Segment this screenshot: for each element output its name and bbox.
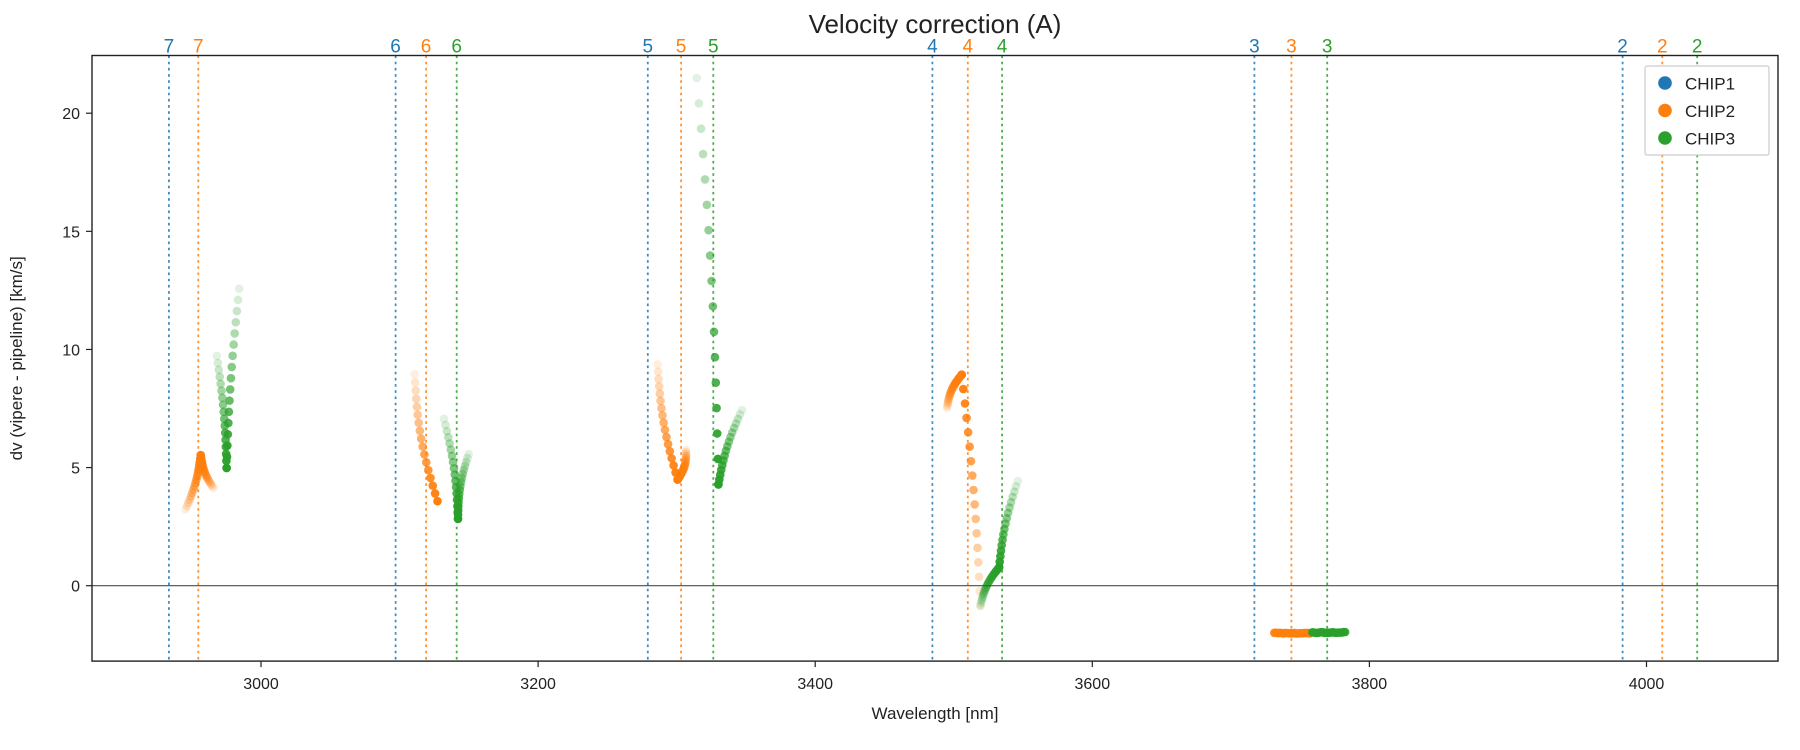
svg-text:6: 6 [390, 36, 401, 57]
svg-text:2: 2 [1657, 36, 1668, 57]
svg-text:3: 3 [1249, 36, 1260, 57]
svg-text:5: 5 [676, 36, 687, 57]
svg-text:dv (vipere - pipeline) [km/s]: dv (vipere - pipeline) [km/s] [7, 256, 26, 460]
svg-text:7: 7 [193, 36, 204, 57]
svg-text:4000: 4000 [1629, 676, 1665, 693]
svg-text:CHIP2: CHIP2 [1685, 102, 1735, 121]
svg-text:10: 10 [62, 342, 80, 359]
svg-text:0: 0 [71, 579, 80, 596]
svg-text:Velocity correction (A): Velocity correction (A) [809, 9, 1062, 39]
svg-text:5: 5 [71, 461, 80, 478]
svg-text:6: 6 [451, 36, 462, 57]
svg-text:7: 7 [164, 36, 175, 57]
svg-text:4: 4 [963, 36, 974, 57]
svg-text:Wavelength [nm]: Wavelength [nm] [872, 704, 999, 723]
svg-text:3: 3 [1322, 36, 1333, 57]
svg-text:4: 4 [927, 36, 938, 57]
svg-text:4: 4 [997, 36, 1008, 57]
svg-text:3800: 3800 [1352, 676, 1388, 693]
svg-text:3600: 3600 [1075, 676, 1111, 693]
svg-text:15: 15 [62, 224, 80, 241]
svg-text:6: 6 [421, 36, 432, 57]
svg-text:3400: 3400 [797, 676, 833, 693]
svg-text:5: 5 [708, 36, 719, 57]
svg-text:3: 3 [1286, 36, 1297, 57]
svg-text:3000: 3000 [243, 676, 279, 693]
svg-text:CHIP3: CHIP3 [1685, 130, 1735, 149]
svg-text:2: 2 [1692, 36, 1703, 57]
svg-text:20: 20 [62, 106, 80, 123]
svg-text:5: 5 [643, 36, 654, 57]
svg-text:2: 2 [1617, 36, 1628, 57]
svg-text:3200: 3200 [520, 676, 556, 693]
svg-text:CHIP1: CHIP1 [1685, 75, 1735, 94]
